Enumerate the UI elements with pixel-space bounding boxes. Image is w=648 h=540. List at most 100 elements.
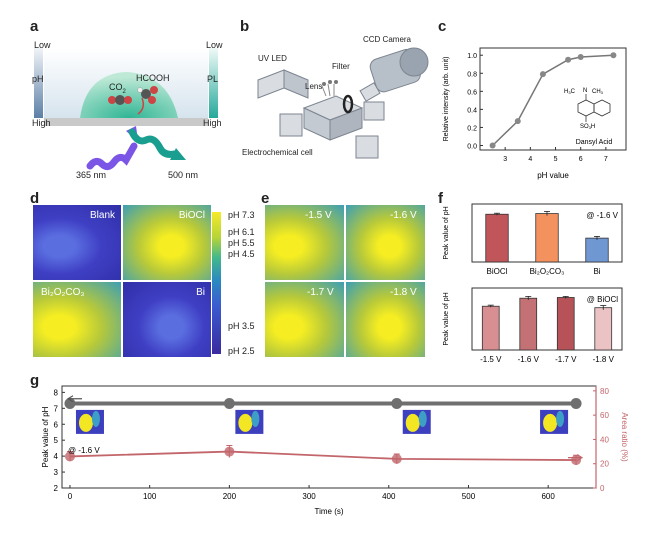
ph-axis-label: pH [32,74,44,84]
y-right-tick-label: 0 [600,484,605,493]
plot-frame [471,287,623,351]
heatmap-tile-label: -1.6 V [390,210,417,221]
y-left-tick-label: 7 [54,404,59,413]
hcooh-molecule-icon [137,86,158,104]
x-axis-label: pH value [537,171,569,180]
data-point [539,71,546,78]
left-axis-arrow-icon [66,395,82,403]
y-axis-label: Relative intensity (arb. unit) [443,57,450,142]
annotation: @ BiOCl [587,295,618,304]
colorbar-label-7-3: pH 7.3 [228,210,255,220]
ring-1-icon [577,99,595,117]
thumbnail-mid [91,410,100,427]
emission-label: 500 nm [168,170,199,180]
y-tick-label: 1.0 [467,53,477,60]
heatmap-tile-label: -1.8 V [390,287,417,298]
heatmap-tile: -1.8 V [346,282,425,357]
annotation: @ -1.6 V [586,211,618,220]
heatmap-tile-label: Blank [89,210,115,221]
excitation-wave-icon [86,142,138,171]
chart-f-bottom: -1.5 V -1.6 V -1.7 V -1.8 V Peak value of pH… [443,287,623,364]
panel-letter-e: e [261,190,270,207]
x-axis-label: Time (s) [314,507,343,516]
ph-data-point [223,398,235,410]
y-tick-label: 0.6 [467,89,477,96]
y-right-tick-label: 20 [600,460,609,469]
bar [556,297,575,351]
bar [535,213,559,263]
ph-gradient-bar [34,48,43,118]
lens-label: Lens [305,82,323,91]
dansyl-structure-icon [577,94,611,122]
y-left-tick-label: 3 [54,468,59,477]
heatmap-tile: Bi₂O₂CO₃ [33,282,121,357]
y-left-tick-label: 2 [54,484,59,493]
panel-d-heatmaps: Blank BiOCl Bi₂O₂CO₃ Bi [33,205,211,357]
heatmap-tile-label: BiOCl [178,210,205,221]
panel-letter-a: a [30,18,39,35]
heatmap-tile-label: Bi [196,287,205,298]
panel-letter-f: f [438,190,443,207]
heatmap-tile: Blank [33,205,121,280]
x-tick-label: 200 [223,492,237,501]
ph-data-point [570,398,582,410]
co2-molecule-icon [108,95,132,105]
heatmap-thumbnail-icon [235,409,264,434]
colorbar [212,212,221,354]
bar [594,307,613,351]
x-tick-label: Bi [593,267,600,276]
y-right-tick-label: 80 [600,387,609,396]
heatmap-tile: -1.7 V [265,282,344,357]
y-left-tick-label: 4 [54,452,59,461]
ph-axis-bottom: High [32,118,51,128]
ph-data-point [391,398,403,410]
x-tick-label: 400 [382,492,396,501]
x-tick-label: -1.6 V [518,355,540,364]
x-tick-label: 100 [143,492,157,501]
bar [585,237,609,263]
heatmap-tile-label: Bi₂O₂CO₃ [41,287,85,298]
heatmap-thumbnail-icon [75,409,104,434]
emission-arrowhead-icon [170,148,186,160]
x-tick-label: 600 [541,492,555,501]
uv-led-icon [257,69,285,99]
thumbnail-mid [418,410,427,427]
chart-f-top: BiOCl Bi₂O₂CO₃ Bi Peak value of pH @ -1.6 V [443,203,623,276]
stage-left-icon [279,113,303,137]
data-point [577,54,584,61]
y-tick-label: 0.0 [467,143,477,150]
panel-letter-g: g [30,372,40,389]
chart-c: 0.0 0.2 0.4 0.6 0.8 1.0 3 4 5 6 7 pH value Relative … [443,47,627,180]
panel-letter-c: c [438,18,447,35]
inset-label: Dansyl Acid [576,139,613,146]
heatmap-tile-label: -1.7 V [307,287,334,298]
thumbnail-hot [543,413,558,432]
x-tick-label: -1.8 V [593,355,615,364]
data-point [514,118,521,125]
annotation: @ -1.6 V [68,446,100,455]
thumbnail-hot [405,413,420,432]
colorbar-label-6-1: pH 6.1 [228,227,255,237]
electrochemical-cell-label: Electrochemical cell [242,148,313,157]
bar [519,297,538,351]
area-data-point [224,446,235,457]
panel-b-setup [257,47,429,159]
thumbnail-mid [556,410,565,427]
panel-letter-d: d [30,190,40,207]
y-tick-label: 0.8 [467,71,477,78]
area-data-point [391,453,402,464]
x-tick-label: 4 [528,156,532,163]
data-point [610,52,617,59]
y-axis-label: Peak value of pH [443,206,450,259]
x-tick-label: 7 [604,156,608,163]
plot-frame [479,47,627,151]
heatmap-thumbnail-icon [402,409,431,434]
panel-e-heatmaps: -1.5 V -1.6 V -1.7 V -1.8 V [265,205,425,357]
excitation-label: 365 nm [76,170,107,180]
molecule-label-ch3-right: CH3 [592,89,604,95]
data-point [565,56,572,63]
right-axis-arrow-icon [568,454,584,462]
thumbnail-hot [238,413,253,432]
x-tick-label: 300 [302,492,316,501]
x-tick-label: -1.5 V [480,355,502,364]
